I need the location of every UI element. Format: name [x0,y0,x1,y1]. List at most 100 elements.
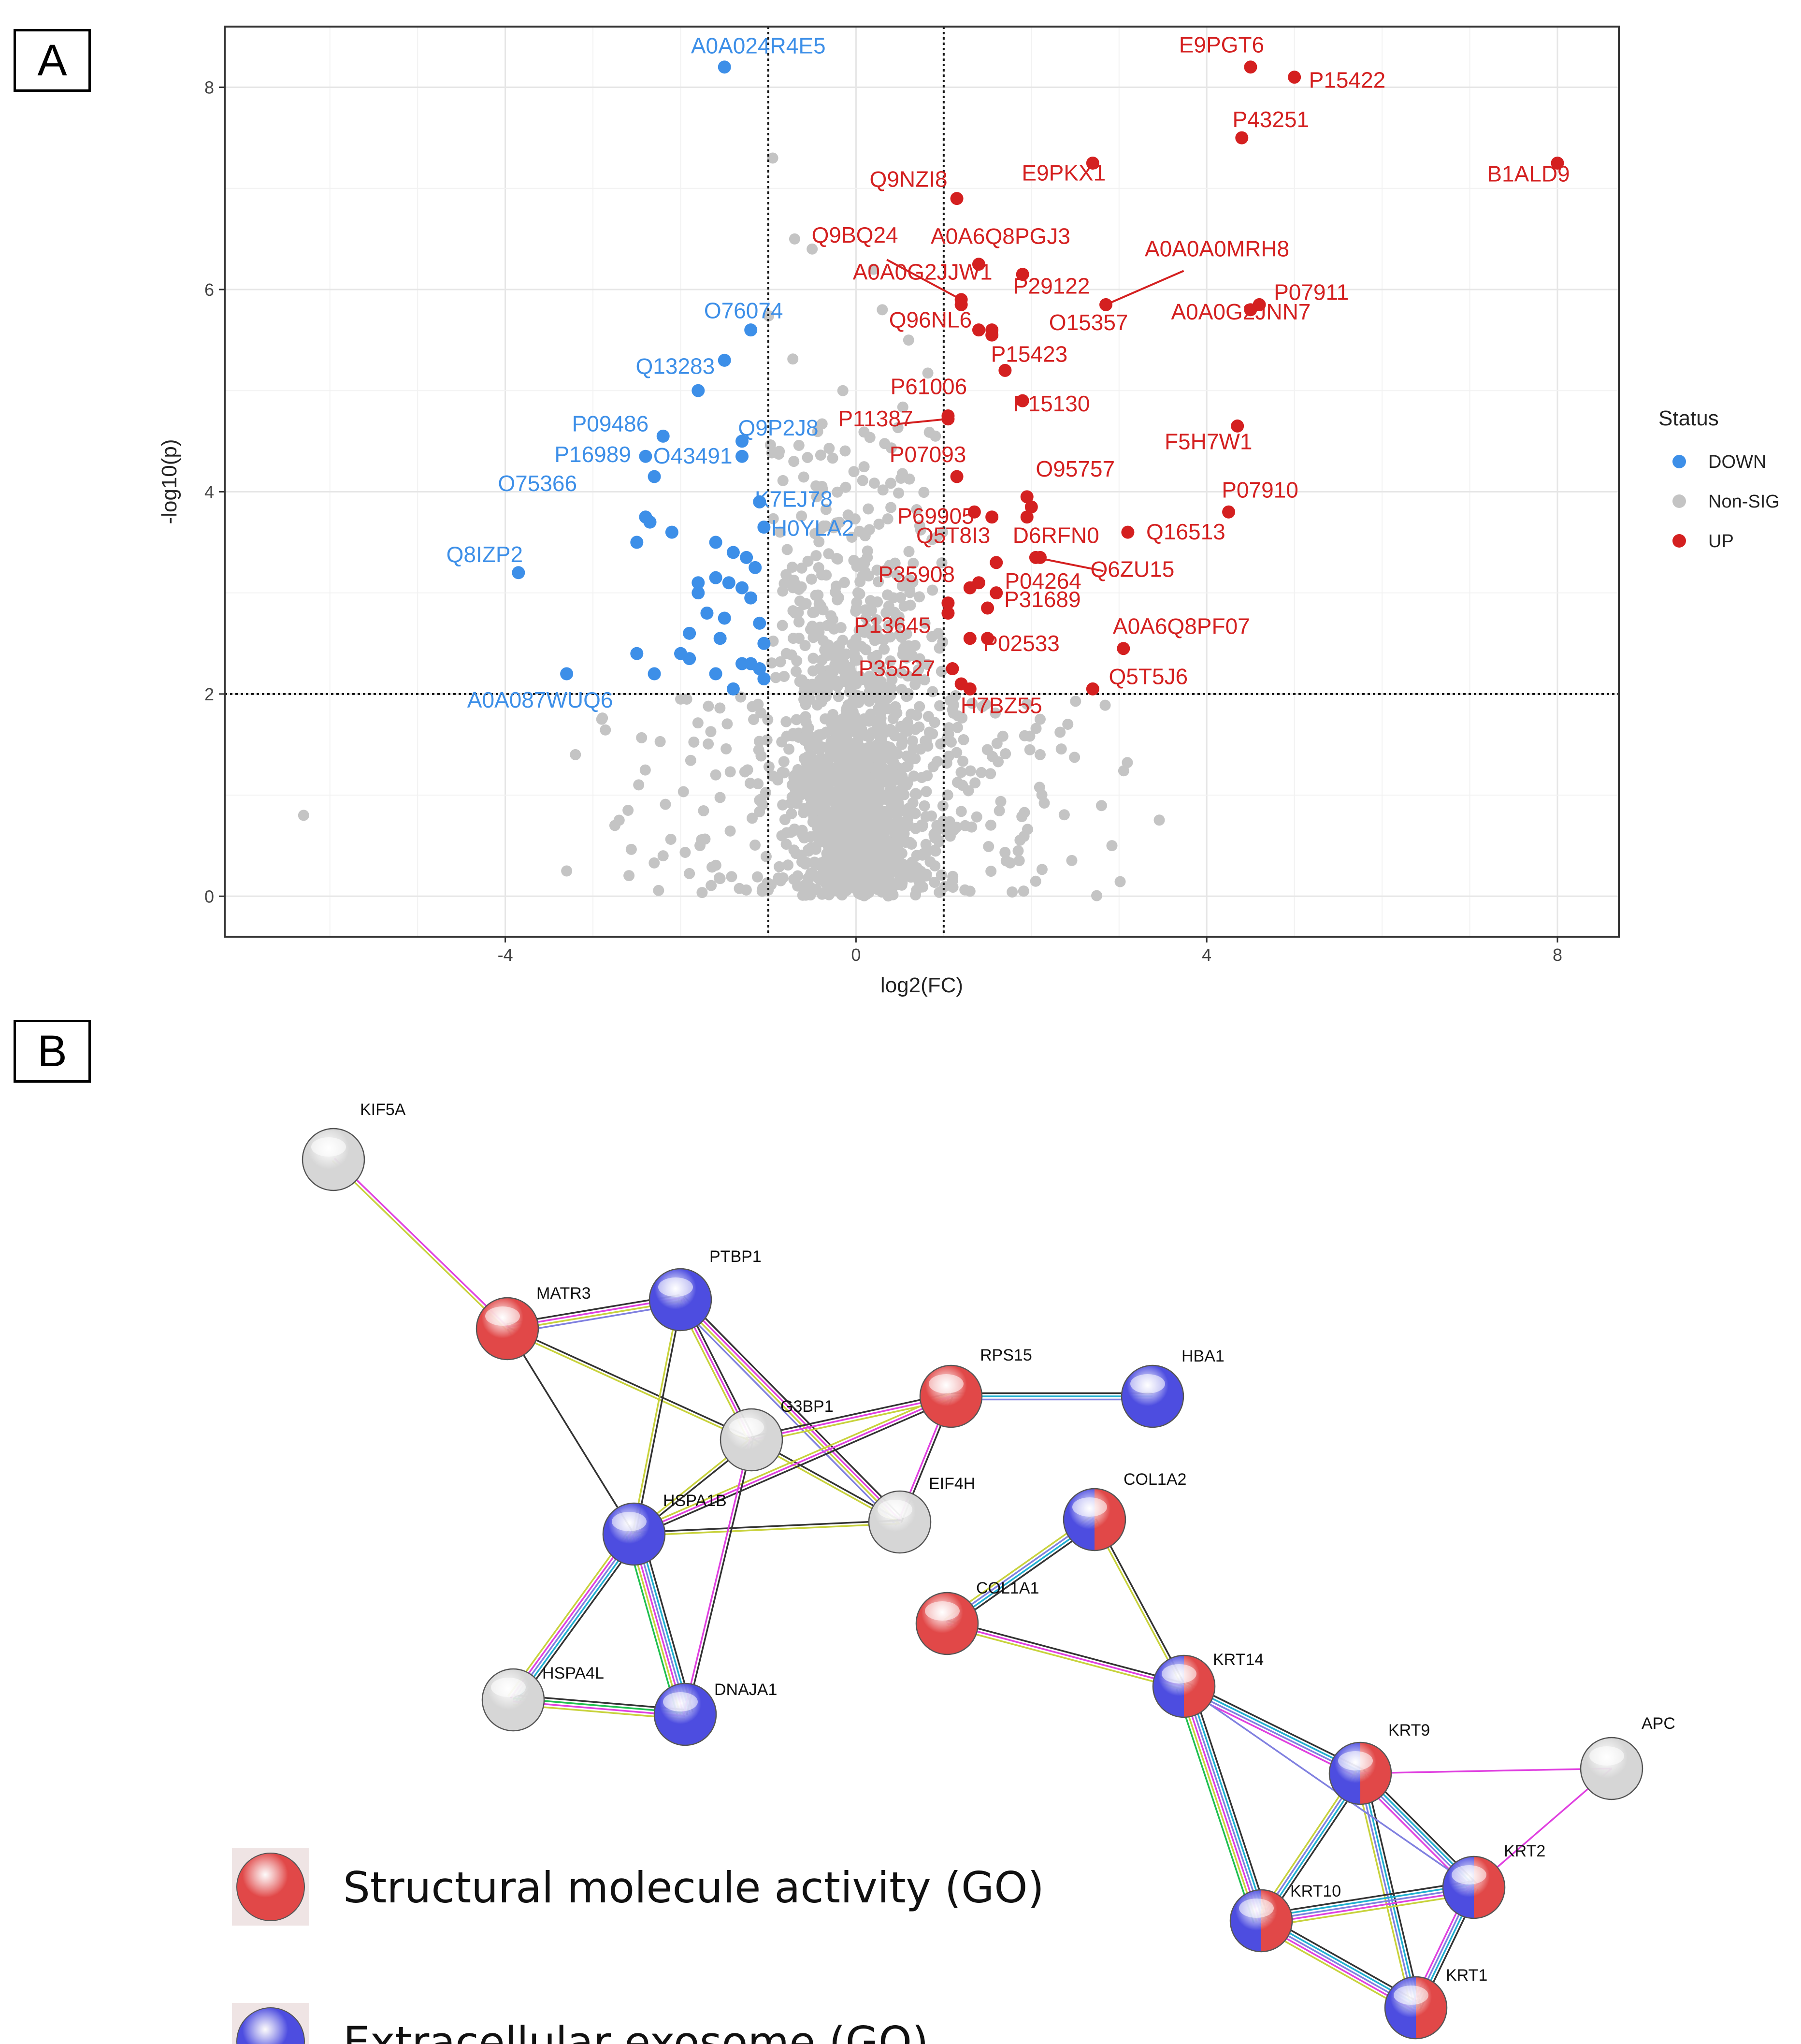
nonsig-point [653,884,664,896]
nonsig-point [677,786,689,797]
network-node[interactable]: HSPA1B [602,1492,727,1566]
nonsig-point [720,743,732,754]
nonsig-point [1055,743,1067,755]
nonsig-point [966,697,978,709]
nonsig-point [926,810,937,822]
network-node[interactable]: PTBP1 [648,1247,762,1332]
nonsig-point [823,548,835,560]
point-label: P69905 [897,503,974,528]
network-node[interactable]: APC [1580,1714,1675,1800]
nonsig-point [1021,698,1033,710]
point-label: P35908 [878,562,955,587]
network-node[interactable]: COL1A1 [915,1579,1039,1655]
nonsig-point [703,738,714,750]
point-label: P31689 [1004,587,1081,612]
nonsig-point [596,713,607,725]
nonsig-point [755,707,767,719]
network-node[interactable]: KRT9 [1328,1721,1430,1805]
nonsig-point [919,617,931,629]
nonsig-point [679,846,691,858]
nonsig-point [810,550,822,562]
nonsig-point [788,456,800,467]
nonsig-point [802,452,813,464]
network-node[interactable]: G3BP1 [720,1397,834,1472]
labeled-point [941,596,955,610]
go-legend-swatch [236,2007,305,2044]
network-node[interactable]: RPS15 [919,1346,1032,1428]
nonsig-point [780,839,792,850]
nonsig-point [884,559,895,571]
nonsig-point [790,666,802,677]
network-node[interactable]: HBA1 [1121,1347,1225,1428]
nonsig-point [570,749,581,760]
nonsig-point [937,800,949,812]
nonsig-point [893,774,905,786]
network-node[interactable]: EIF4H [868,1475,975,1554]
network-edge [515,1535,637,1702]
point-label: O95757 [1036,456,1115,481]
point-label: O76074 [704,298,783,323]
nonsig-point [791,797,802,809]
nonsig-point [909,724,921,735]
network-node[interactable]: KRT2 [1442,1842,1545,1919]
nonsig-point [796,510,807,522]
network-edge [1184,1685,1264,1921]
nonsig-point [865,854,877,866]
down-point [713,632,727,645]
nonsig-point [863,503,874,515]
point-label: K7EJ78 [755,486,833,511]
down-point [749,561,762,574]
labeled-point [954,298,968,311]
nonsig-point [868,478,880,489]
nonsig-point [875,758,886,770]
labeled-point [985,328,999,342]
nonsig-point [839,445,851,457]
point-label: P15422 [1309,68,1386,93]
nonsig-point [807,679,818,690]
nonsig-point [861,785,873,797]
network-edge [1261,1886,1474,1922]
nonsig-point [820,520,832,532]
labeled-point [1235,131,1249,145]
nonsig-point [864,524,875,536]
nonsig-point [929,860,941,872]
nonsig-point [999,847,1011,858]
network-node[interactable]: KIF5A [302,1101,406,1191]
nonsig-point [832,486,843,498]
labeled-point [1086,156,1099,170]
nonsig-point [848,466,860,478]
network-node[interactable]: DNAJA1 [653,1681,777,1746]
nonsig-point [868,263,879,275]
network-node[interactable]: KRT1 [1384,1966,1487,2040]
network-node[interactable]: KRT10 [1229,1882,1341,1953]
network-node[interactable]: COL1A2 [1063,1470,1186,1551]
network-node[interactable]: KRT14 [1152,1651,1264,1718]
nonsig-point [858,813,870,825]
nonsig-point [881,810,893,822]
nonsig-point [1016,811,1028,823]
nonsig-point [898,789,910,800]
nonsig-point [675,693,687,705]
down-point [643,515,657,529]
nonsig-point [800,717,812,728]
nonsig-point [864,696,875,707]
network-node[interactable]: MATR3 [475,1284,591,1361]
nonsig-point [817,784,829,796]
nonsig-point [942,789,953,801]
network-edge [1092,1520,1183,1688]
network-edge [1182,1687,1360,1776]
labeled-point [981,632,994,645]
nonsig-point [714,792,726,803]
network-edge [632,1392,951,1532]
nonsig-point [936,869,947,881]
nonsig-point [1069,752,1081,763]
nonsig-point [833,738,844,749]
nonsig-point [831,580,842,592]
nonsig-point [891,707,903,719]
network-edge [947,1623,1184,1687]
nonsig-point [648,857,660,869]
nonsig-point [892,879,903,890]
network-edge [750,1392,951,1438]
y-tick-label: 6 [204,280,214,300]
network-node[interactable]: HSPA4L [481,1664,604,1732]
